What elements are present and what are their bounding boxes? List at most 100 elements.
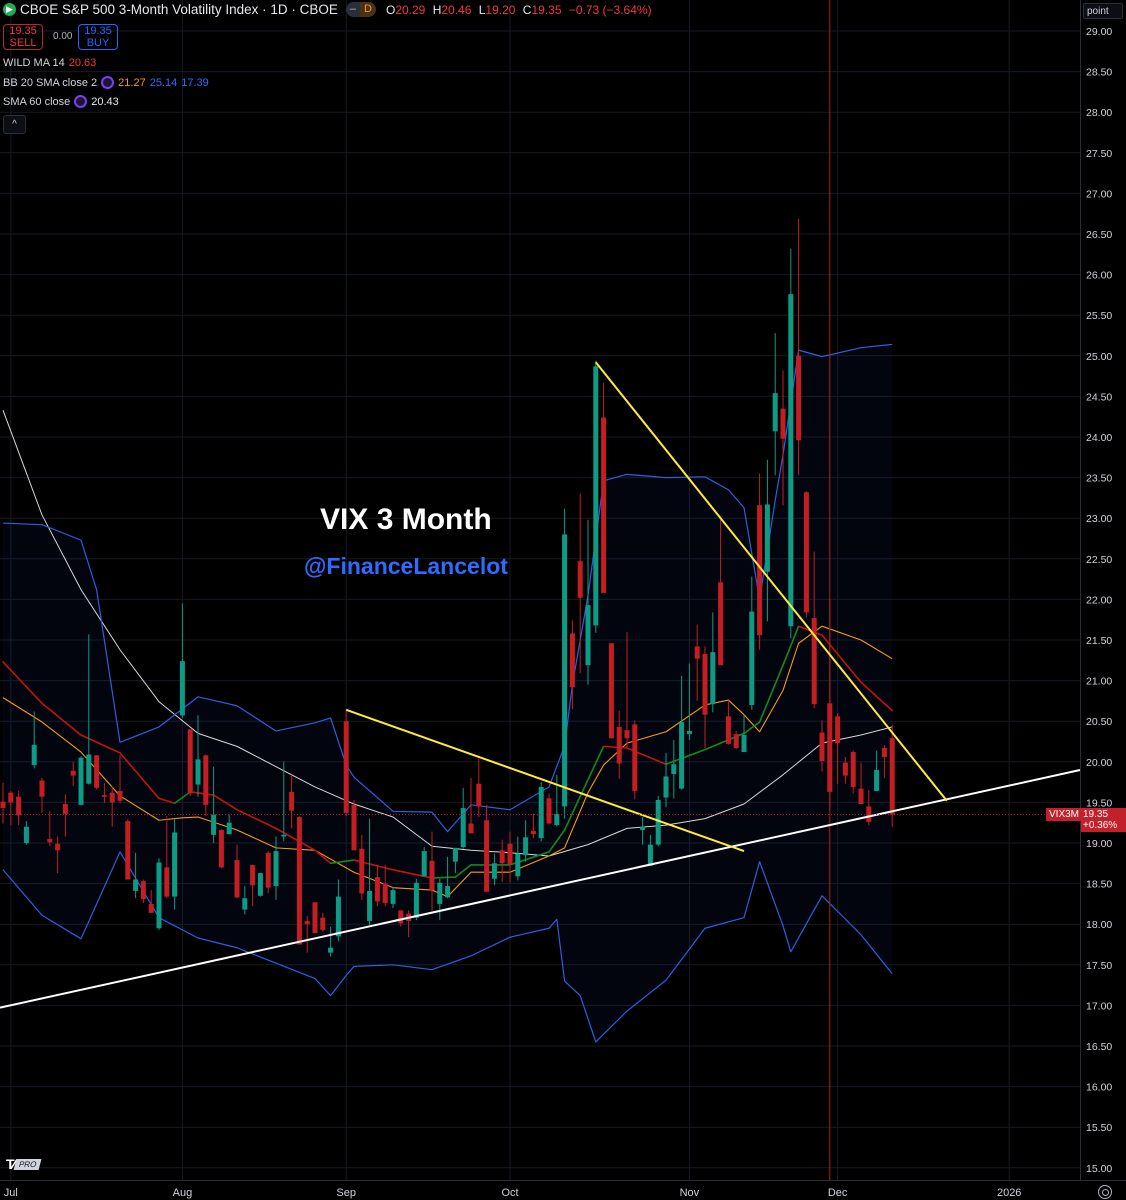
candle <box>203 754 209 817</box>
sell-label: SELL <box>9 37 37 49</box>
symbol-title[interactable]: CBOE S&P 500 3-Month Volatility Index · … <box>20 2 338 17</box>
candle <box>616 710 622 779</box>
pill-right: D <box>360 2 376 17</box>
legend-wild-ma[interactable]: WILD MA 14 20.63 <box>3 57 96 69</box>
candle <box>796 218 802 476</box>
candle-body <box>523 837 529 856</box>
price-tick-label: 24.00 <box>1086 432 1112 444</box>
loading-cycle-icon <box>74 95 88 108</box>
white-support-ray[interactable] <box>0 769 1081 1009</box>
candle-body <box>663 776 669 798</box>
high-label: H <box>432 2 442 17</box>
candle-body <box>710 652 716 705</box>
candle <box>554 774 560 826</box>
candle <box>593 360 599 633</box>
time-axis-ticks[interactable]: Jul Aug Sep Oct Nov Dec 2026 <box>4 1187 1022 1199</box>
pill-left: – <box>345 2 361 17</box>
candle-body <box>413 882 419 918</box>
candle-body <box>289 791 295 811</box>
candle-body <box>889 738 895 815</box>
wild-ma-segment <box>2 661 43 705</box>
candle <box>889 724 895 827</box>
candle <box>39 778 45 813</box>
price-tick-label: 21.00 <box>1086 676 1112 688</box>
candle-body <box>811 618 817 705</box>
candle <box>133 852 139 899</box>
trendline-drawings[interactable] <box>0 0 1081 1180</box>
price-tick-label: 22.00 <box>1086 594 1112 606</box>
candle-body <box>616 726 622 764</box>
candle-body <box>468 823 474 834</box>
candle-body <box>741 735 747 753</box>
last-price-value: 19.35 <box>1083 808 1109 820</box>
sma-value: 20.43 <box>91 95 119 108</box>
bb-lower-line <box>2 851 893 1043</box>
candle <box>31 711 37 769</box>
candle-body <box>757 505 763 636</box>
candle-body <box>125 821 131 880</box>
candle-body <box>359 848 365 894</box>
candle <box>476 758 482 818</box>
candle <box>663 752 669 808</box>
buy-label: BUY <box>86 37 110 49</box>
change-value: −0.73 (−3.64%) <box>568 2 652 17</box>
candle-body <box>491 863 497 879</box>
yellow-trendline[interactable] <box>595 361 948 802</box>
candle <box>702 646 708 748</box>
candle <box>234 844 240 899</box>
candle-body <box>172 832 178 897</box>
symbol-header[interactable]: ▶ CBOE S&P 500 3-Month Volatility Index … <box>3 2 656 17</box>
candle-body <box>819 732 825 761</box>
candle-body <box>140 881 146 900</box>
candle <box>55 836 61 874</box>
candle-body <box>367 890 373 921</box>
wild-ma-segment <box>80 734 121 754</box>
watermark-handle: @FinanceLancelot <box>304 553 508 579</box>
sma-label: SMA 60 close <box>3 95 71 108</box>
sell-price: 19.35 <box>9 25 37 37</box>
tradingview-logo[interactable]: T∕∕ PRO <box>6 1156 43 1172</box>
candle-body <box>164 867 170 897</box>
interval-pill[interactable]: – D <box>345 2 376 17</box>
yellow-trendline[interactable] <box>345 708 745 853</box>
candle <box>94 755 100 790</box>
candle-body <box>507 843 513 865</box>
legend-bollinger[interactable]: BB 20 SMA close 2 21.27 25.14 17.39 <box>3 76 209 89</box>
pro-badge: PRO <box>13 1158 43 1170</box>
sell-button[interactable]: 19.35 SELL <box>3 24 43 50</box>
price-tick-label: 16.50 <box>1086 1041 1112 1053</box>
price-tick-label: 19.50 <box>1086 797 1112 809</box>
wild-ma-segment <box>758 664 784 723</box>
candle-body <box>211 814 217 835</box>
price-axis-panel[interactable] <box>1080 0 1126 1200</box>
candle-body <box>117 791 123 801</box>
time-tick-label: Nov <box>680 1187 700 1199</box>
candle <box>390 886 396 908</box>
bb-basis-value: 21.27 <box>118 76 146 89</box>
candle <box>803 491 809 618</box>
collapse-legend-button[interactable]: ^ <box>3 115 26 134</box>
buy-button[interactable]: 19.35 BUY <box>78 24 118 50</box>
candle-body <box>585 605 591 666</box>
candle-body <box>304 920 310 925</box>
candle <box>764 459 770 622</box>
candle <box>811 551 817 709</box>
candle-body <box>47 838 53 843</box>
wild-ma-segment <box>821 634 862 684</box>
settings-gear-icon[interactable] <box>1098 1185 1112 1199</box>
last-change-value: +0.36% <box>1083 819 1118 831</box>
candle-body <box>421 851 427 877</box>
price-tick-label: 28.50 <box>1086 67 1112 79</box>
candle-body <box>694 646 700 659</box>
candle-body <box>437 882 443 904</box>
candle-body <box>686 730 692 735</box>
candle <box>195 715 201 797</box>
candle-body <box>601 417 607 593</box>
candle <box>16 791 22 826</box>
candle <box>125 819 131 880</box>
price-unit-selector[interactable]: point <box>1083 3 1123 19</box>
price-tick-label: 15.50 <box>1086 1122 1112 1134</box>
bollinger-fill <box>3 344 893 1042</box>
legend-sma60[interactable]: SMA 60 close 20.43 <box>3 95 119 108</box>
